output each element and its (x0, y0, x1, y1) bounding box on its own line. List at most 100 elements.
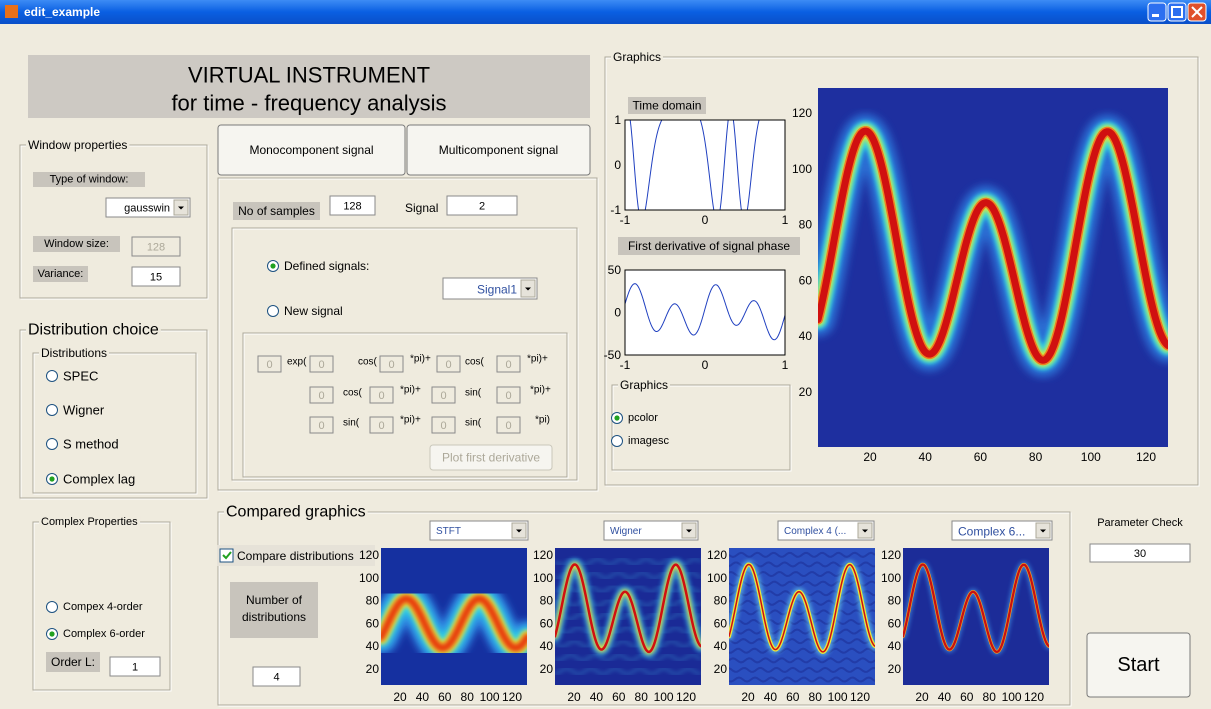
input-value: 0 (445, 359, 451, 371)
x-tick-label: 40 (590, 690, 604, 704)
radio-label: New signal (284, 304, 343, 318)
plot-area (625, 270, 785, 355)
text-input: 0 (258, 356, 281, 372)
dropdown[interactable]: Signal1 (443, 278, 537, 299)
dropdown-value: gausswin (124, 203, 170, 215)
text-input[interactable]: 4 (253, 667, 300, 686)
x-tick-label: 1 (782, 213, 789, 227)
radio-button[interactable]: SPEC (47, 369, 99, 384)
y-tick-label: 1 (614, 113, 621, 127)
label: Signal (405, 201, 438, 215)
field-label: distributions (242, 610, 306, 624)
x-tick-label: 120 (502, 690, 522, 704)
radio-button[interactable]: imagesc (612, 435, 670, 447)
field-label: Number of (246, 593, 303, 607)
checkbox-label: Compare distributions (237, 549, 354, 563)
text-input[interactable]: 128 (330, 196, 375, 215)
close-button[interactable] (1188, 3, 1206, 21)
page: { "window": {"title": "edit_example"}, "… (0, 0, 1211, 709)
button-label: Plot first derivative (442, 451, 540, 465)
push-button[interactable]: Multicomponent signal (407, 125, 590, 175)
y-tick-label: 20 (888, 662, 902, 676)
title-bar (0, 0, 1211, 24)
checkbox[interactable]: Compare distributions (220, 549, 354, 563)
radio-circle (47, 371, 58, 382)
input-value: 15 (150, 272, 162, 284)
y-tick-label: 40 (540, 639, 554, 653)
y-tick-label: 80 (540, 594, 554, 608)
text-input[interactable]: 30 (1090, 544, 1190, 562)
push-button[interactable]: Start (1087, 633, 1190, 697)
y-tick-label: 40 (888, 639, 902, 653)
x-tick-label: 80 (461, 690, 475, 704)
x-tick-label: -1 (620, 213, 631, 227)
text-input: 0 (370, 387, 393, 403)
text-input: 128 (132, 237, 180, 256)
panel-title: Graphics (620, 378, 668, 392)
y-tick-label: 60 (714, 616, 728, 630)
x-tick-label: 120 (850, 690, 870, 704)
x-tick-label: 120 (1024, 690, 1044, 704)
y-tick-label: 100 (359, 571, 379, 585)
dropdown[interactable]: Complex 4 (... (778, 521, 874, 540)
minimize-button[interactable] (1148, 3, 1166, 21)
x-tick-label: 0 (702, 213, 709, 227)
dropdown-value: Wigner (610, 526, 642, 537)
dropdown[interactable]: gausswin (106, 198, 190, 217)
input-value: 128 (343, 201, 361, 213)
panel-title: Graphics (613, 50, 661, 64)
x-tick-label: 40 (764, 690, 778, 704)
x-tick-label: 60 (960, 690, 974, 704)
radio-dot (270, 263, 275, 268)
push-button[interactable]: Monocomponent signal (218, 125, 405, 175)
y-tick-label: 40 (799, 329, 813, 343)
x-tick-label: 40 (919, 450, 933, 464)
input-value: 0 (440, 390, 446, 402)
radio-label: Defined signals: (284, 259, 369, 273)
radio-circle (268, 306, 279, 317)
text-input: 0 (432, 417, 455, 433)
x-tick-label: 20 (567, 690, 581, 704)
y-tick-label: 80 (366, 594, 380, 608)
y-tick-label: 20 (799, 385, 813, 399)
text-input: 0 (370, 417, 393, 433)
input-value: 128 (147, 242, 165, 254)
y-tick-label: 80 (888, 594, 902, 608)
equation-text: *pi)+ (410, 354, 431, 365)
y-tick-label: 120 (792, 106, 812, 120)
input-value: 0 (318, 390, 324, 402)
dropdown[interactable]: Wigner (604, 521, 698, 540)
x-tick-label: -1 (620, 358, 631, 372)
radio-button[interactable]: pcolor (612, 412, 659, 424)
maximize-button[interactable] (1168, 3, 1186, 21)
text-input[interactable]: 15 (132, 267, 180, 286)
radio-dot (49, 631, 54, 636)
text-input[interactable]: 2 (447, 196, 517, 215)
y-tick-label: 120 (881, 548, 901, 562)
panel-title: Compared graphics (226, 504, 366, 521)
y-tick-label: 120 (707, 548, 727, 562)
dropdown[interactable]: Complex 6... (952, 521, 1052, 540)
text-input: 0 (310, 387, 333, 403)
text-input: 0 (432, 387, 455, 403)
equation-text: sin( (465, 388, 482, 399)
y-tick-label: 120 (359, 548, 379, 562)
x-tick-label: 20 (741, 690, 755, 704)
header-subtitle: for time - frequency analysis (171, 91, 446, 116)
x-tick-label: 20 (863, 450, 877, 464)
text-input[interactable]: 1 (110, 657, 160, 676)
text-input: 0 (497, 387, 520, 403)
y-tick-label: 20 (540, 662, 554, 676)
equation-text: *pi)+ (530, 385, 551, 396)
y-tick-label: 100 (881, 571, 901, 585)
panel-title: Window properties (28, 138, 127, 152)
radio-circle (47, 439, 58, 450)
push-button: Plot first derivative (430, 445, 552, 470)
input-value: 0 (505, 390, 511, 402)
dropdown[interactable]: STFT (430, 521, 528, 540)
x-tick-label: 60 (974, 450, 988, 464)
radio-dot (614, 415, 619, 420)
field-label: Type of window: (50, 174, 129, 186)
equation-text: *pi)+ (400, 415, 421, 426)
x-tick-label: 120 (676, 690, 696, 704)
